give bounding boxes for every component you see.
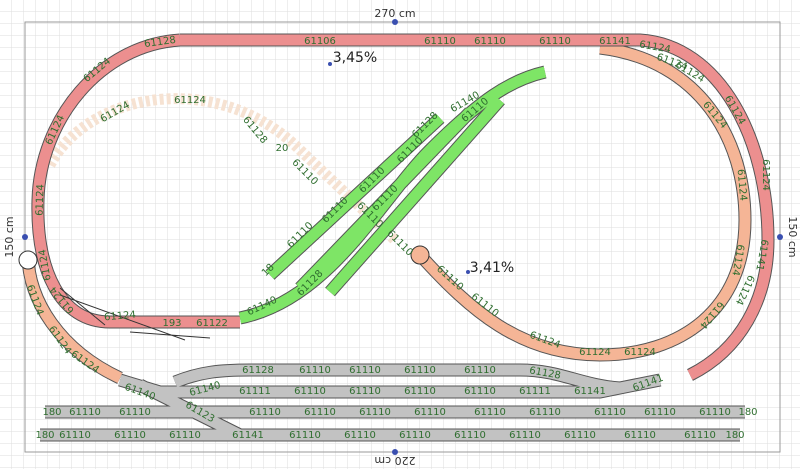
track-label: 193: [162, 318, 181, 329]
track-label: 180: [738, 407, 757, 418]
track-label: 61141: [753, 238, 769, 271]
track-label: 180: [725, 430, 744, 441]
track-label: 61110: [474, 36, 506, 47]
track-label: 61141: [574, 386, 606, 397]
track-label: 61124: [760, 159, 771, 191]
loop-end: [410, 245, 430, 265]
track-label: 61110: [684, 430, 716, 441]
track-label: 61110: [299, 365, 331, 376]
wire: [59, 287, 211, 341]
red-track: [31, 33, 775, 381]
track-label: 61110: [474, 407, 506, 418]
track-label: 61110: [59, 430, 91, 441]
track-label: 61110: [509, 430, 541, 441]
track-label: 61124: [104, 310, 137, 324]
track-label: 61110: [539, 36, 571, 47]
track-label: 61110: [349, 365, 381, 376]
track-label: 180: [35, 430, 54, 441]
track-label: 61124: [37, 248, 53, 281]
track-label: 61110: [399, 430, 431, 441]
loop-end: [18, 250, 38, 270]
track-label: 61124: [735, 169, 749, 202]
track-label: 61110: [169, 430, 201, 441]
track-label: 61110: [304, 407, 336, 418]
track-label: 61110: [624, 430, 656, 441]
track-label: 61110: [344, 430, 376, 441]
track-label: 61110: [404, 386, 436, 397]
track-label: 61124: [638, 39, 671, 55]
track-label: 61111: [519, 386, 551, 397]
track-label: 61124: [624, 347, 656, 358]
track-label: 61110: [69, 407, 101, 418]
dimension-top: 270 cm: [374, 7, 415, 20]
track-label: 61110: [424, 36, 456, 47]
track-label: 61110: [119, 407, 151, 418]
track-label: 61110: [249, 407, 281, 418]
markers: [22, 19, 783, 455]
track-label: 61110: [529, 407, 561, 418]
track-label: 61110: [114, 430, 146, 441]
track-label: 61122: [196, 318, 228, 329]
track-label: 61110: [464, 386, 496, 397]
track-label: 61128: [144, 35, 177, 50]
track-label: 20: [276, 143, 289, 154]
green-track: [238, 65, 547, 325]
track-label: 61124: [34, 184, 46, 216]
track-label: 61110: [644, 407, 676, 418]
track-label: 61110: [359, 407, 391, 418]
track-label: 61110: [564, 430, 596, 441]
track-label: 61110: [594, 407, 626, 418]
track-label: 61124: [579, 347, 611, 358]
grey-track: [40, 363, 745, 442]
track-label: 61110: [349, 386, 381, 397]
track-label: 61110: [699, 407, 731, 418]
track-label: 61110: [414, 407, 446, 418]
track-label: 61141: [599, 36, 631, 47]
hidden-track: [45, 93, 399, 244]
track-label: 61110: [454, 430, 486, 441]
track-label: 61110: [464, 365, 496, 376]
grade-label: 3,41%: [470, 260, 514, 276]
tracks: [18, 33, 775, 442]
track-label: 61124: [174, 95, 206, 106]
salmon-track: [21, 41, 752, 384]
track-label: 61111: [239, 386, 271, 397]
track-label: 61128: [528, 365, 561, 381]
track-label: 61141: [232, 430, 264, 441]
track-label: 61110: [294, 386, 326, 397]
track-label: 61110: [404, 365, 436, 376]
track-label: 180: [42, 407, 61, 418]
dimension-right: 150 cm: [786, 216, 799, 257]
dimension-bottom: 220 cm: [374, 454, 415, 467]
track-label: 61128: [242, 365, 274, 376]
track-label: 61124: [729, 243, 745, 276]
track-label: 61110: [289, 430, 321, 441]
track-label: 61106: [304, 36, 336, 47]
dimension-left: 150 cm: [3, 216, 16, 257]
grade-label: 3,45%: [333, 50, 377, 66]
